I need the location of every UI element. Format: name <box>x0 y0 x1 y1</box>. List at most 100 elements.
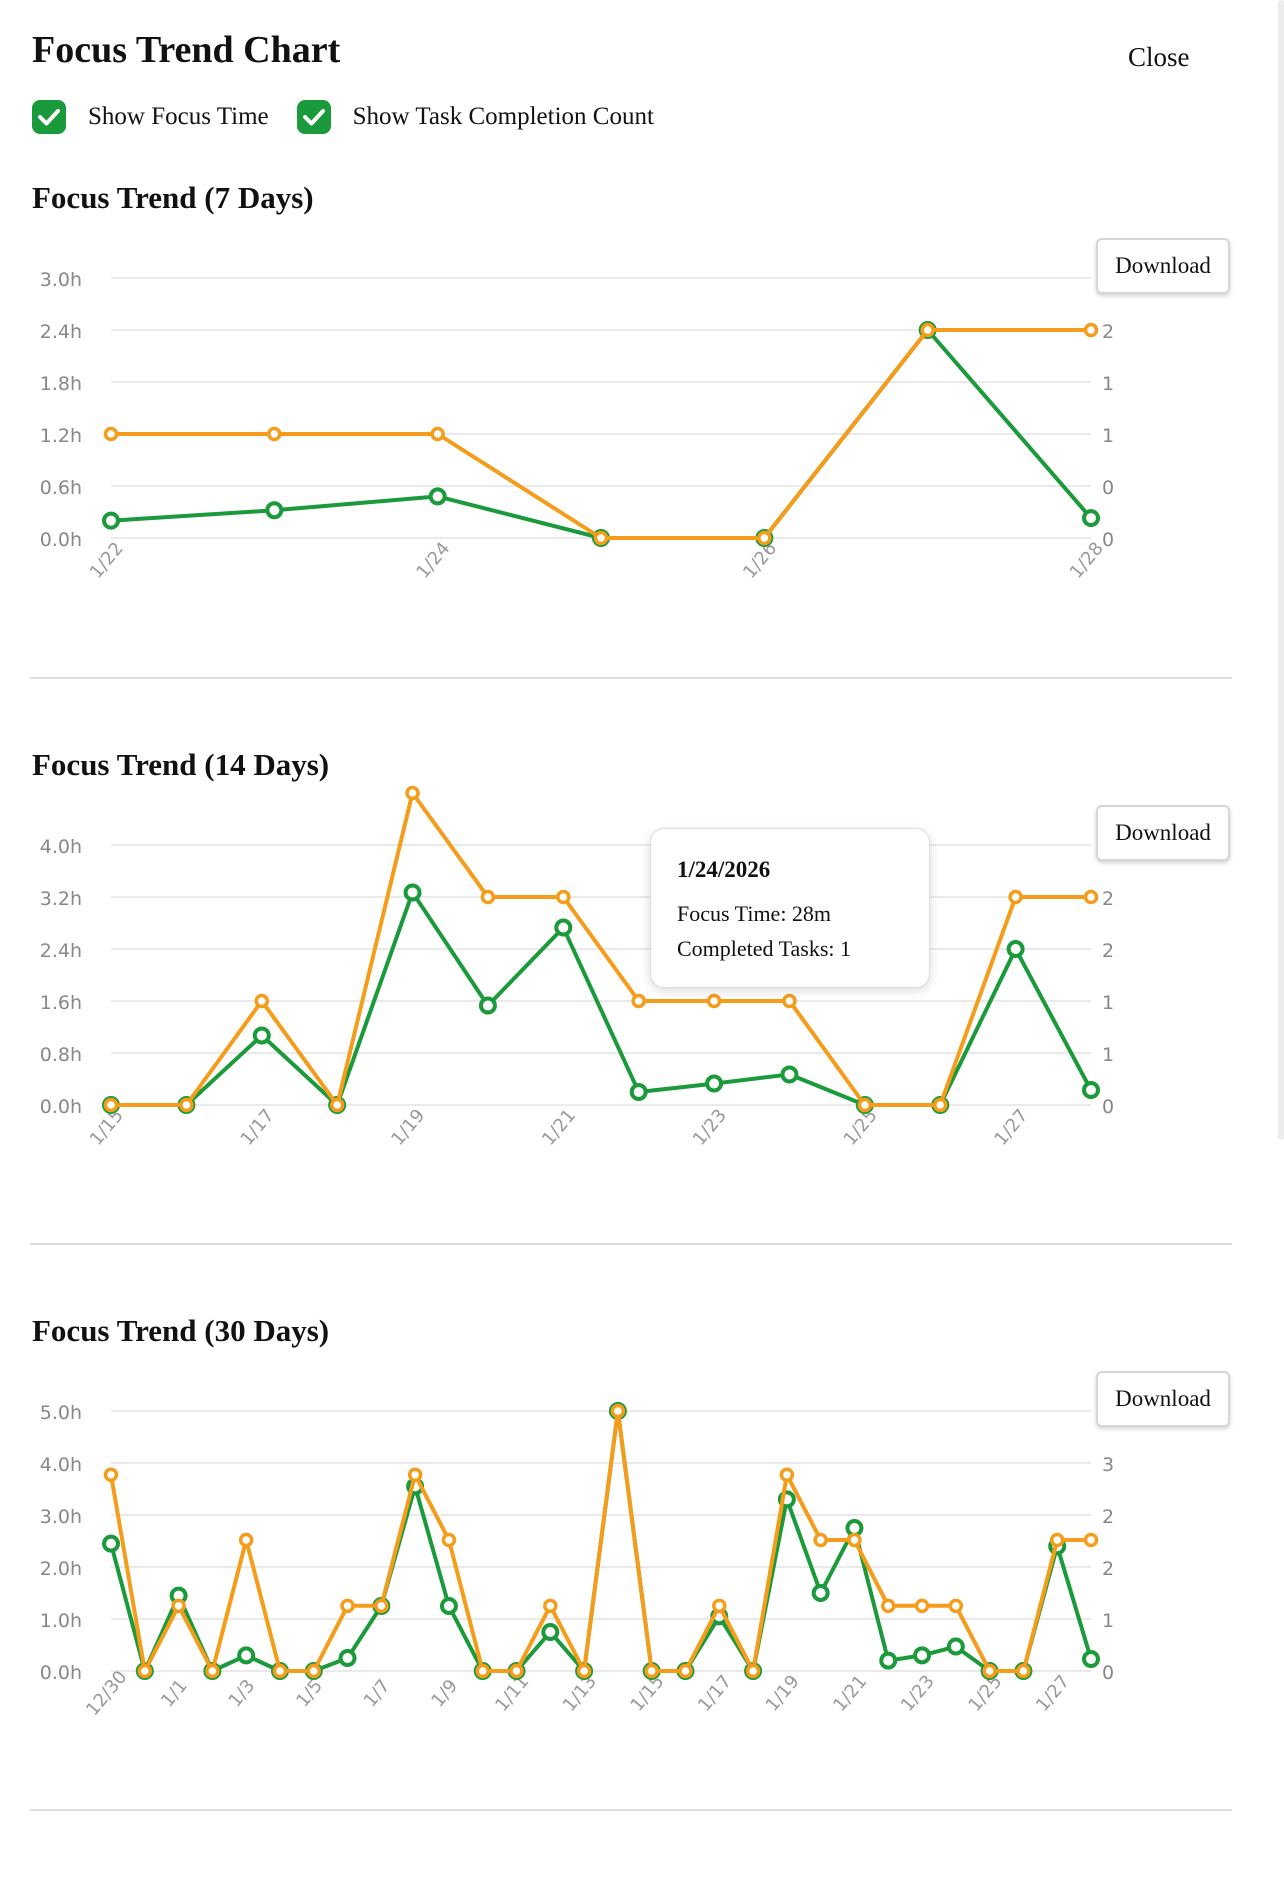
y-right-tick-label: 1 <box>1102 425 1114 447</box>
page-title: Focus Trend Chart <box>32 29 341 71</box>
x-tick-label: 1/23 <box>897 1671 939 1715</box>
focus-time-point <box>1082 1650 1100 1669</box>
tooltip-focus-time: Focus Time: 28m <box>677 901 832 926</box>
divider <box>30 1809 1232 1811</box>
y-right-tick-label: 1 <box>1102 992 1114 1014</box>
checkbox-checked-icon[interactable] <box>296 100 331 134</box>
close-button[interactable]: Close <box>1120 38 1198 77</box>
focus-time-point <box>428 487 447 506</box>
download-button[interactable]: Download <box>1096 238 1230 294</box>
task-count-point <box>631 993 646 1009</box>
y-right-tick-label: 0 <box>1102 1662 1114 1684</box>
focus-time-point <box>338 1649 357 1667</box>
focus-time-point <box>237 1646 256 1665</box>
focus-time-point <box>946 1637 965 1656</box>
x-tick-label: 1/17 <box>694 1671 736 1715</box>
chart-section-30-days: Focus Trend (30 Days) 0.0h 1.0h 2.0h 3.0h 4.… <box>0 1313 1284 1879</box>
toggle-focus-time[interactable]: Show Focus Time <box>32 100 269 134</box>
task-count-point <box>103 1097 119 1113</box>
download-button[interactable]: Download <box>1096 805 1230 861</box>
y-right-tick-label: 2 <box>1102 321 1114 343</box>
task-count-point <box>813 1532 828 1548</box>
y-left-tick-label: 1.2h <box>40 425 82 447</box>
chart-heading: Focus Trend (7 Days) <box>32 180 314 215</box>
task-count-point <box>137 1663 153 1679</box>
series-toggles: Show Focus Time Show Task Completion Cou… <box>32 100 682 134</box>
task-count-point <box>857 1097 873 1113</box>
y-left-tick-label: 0.6h <box>40 477 82 499</box>
focus-time-point <box>102 1534 120 1553</box>
y-left-tick-label: 2.0h <box>40 1558 82 1580</box>
y-left-tick-label: 0.0h <box>40 1662 82 1684</box>
task-count-point <box>610 1403 626 1419</box>
focus-time-point <box>780 1065 799 1084</box>
chart-30-days: 0.0h 1.0h 2.0h 3.0h 4.0h 5.0h 0 1 2 2 3 12/30 1/1 1/3… <box>40 1402 1114 1720</box>
y-right-tick-label: 1 <box>1102 1044 1114 1066</box>
y-left-tick-label: 3.0h <box>40 1506 82 1528</box>
focus-time-point <box>541 1623 560 1641</box>
task-count-point <box>509 1663 524 1679</box>
task-count-point <box>179 1097 194 1113</box>
task-count-point <box>712 1598 727 1614</box>
task-count-point <box>914 1598 930 1614</box>
y-left-tick-label: 2.4h <box>40 940 82 962</box>
y-right-tick-label: 1 <box>1102 373 1114 395</box>
task-count-point <box>948 1598 964 1614</box>
focus-time-point <box>478 996 497 1015</box>
x-tick-label: 1/21 <box>538 1105 580 1149</box>
task-count-line <box>111 791 1091 1107</box>
focus-time-point <box>1082 1081 1100 1100</box>
task-count-point <box>407 1467 423 1483</box>
task-count-point <box>480 889 496 905</box>
focus-time-point <box>913 1646 932 1665</box>
y-left-tick-label: 2.4h <box>40 321 82 343</box>
x-tick-label: 1/24 <box>412 538 454 582</box>
chart-tooltip: 1/24/2026 Focus Time: 28m Completed Task… <box>650 828 930 988</box>
focus-time-point <box>1082 509 1100 528</box>
task-count-point <box>543 1598 558 1614</box>
x-tick-label: 1/7 <box>360 1676 395 1712</box>
task-count-point <box>644 1663 659 1679</box>
focus-time-point <box>554 918 573 937</box>
task-count-point <box>103 426 119 442</box>
x-tick-label: 1/3 <box>225 1676 260 1712</box>
y-right-tick-label: 2 <box>1102 1558 1114 1580</box>
y-left-tick-label: 0.0h <box>40 529 82 551</box>
toggle-task-completion-count[interactable]: Show Task Completion Count <box>296 100 654 134</box>
y-right-tick-label: 2 <box>1102 888 1114 910</box>
y-right-tick-label: 1 <box>1102 1610 1114 1632</box>
toggle-label: Show Task Completion Count <box>352 103 654 130</box>
x-tick-label: 1/21 <box>829 1671 871 1715</box>
focus-time-point <box>1006 940 1025 958</box>
task-count-point <box>576 1663 592 1679</box>
y-left-tick-label: 1.0h <box>40 1610 82 1632</box>
toggle-label: Show Focus Time <box>88 103 269 130</box>
task-count-point <box>374 1598 389 1614</box>
y-left-tick-label: 4.0h <box>40 1454 82 1476</box>
scrollbar[interactable] <box>1278 0 1284 1140</box>
checkbox-checked-icon[interactable] <box>32 100 66 134</box>
y-right-tick-label: 0 <box>1102 1096 1114 1118</box>
task-count-point <box>171 1598 186 1614</box>
chart-section-14-days: Focus Trend (14 Days) 0.0h 0.8h 1.6h 2.4h 3.… <box>0 747 1284 1313</box>
task-count-point <box>932 1097 948 1113</box>
task-count-point <box>706 993 722 1009</box>
y-right-tick-label: 3 <box>1102 1454 1114 1476</box>
x-tick-label: 1/27 <box>1032 1671 1074 1715</box>
tooltip-date: 1/24/2026 <box>677 857 771 882</box>
task-count-point <box>1083 322 1099 338</box>
download-button[interactable]: Download <box>1096 1371 1230 1427</box>
task-count-point <box>1016 1663 1031 1679</box>
x-tick-label: 1/22 <box>86 538 128 582</box>
task-count-point <box>405 785 420 801</box>
y-left-tick-label: 4.0h <box>40 836 82 858</box>
task-count-point <box>1083 1532 1099 1548</box>
x-tick-label: 1/17 <box>237 1105 279 1149</box>
focus-time-point <box>705 1074 724 1093</box>
y-left-tick-label: 1.8h <box>40 373 82 395</box>
task-count-point <box>782 993 797 1009</box>
y-left-tick-label: 3.2h <box>40 888 82 910</box>
task-count-point <box>340 1598 355 1614</box>
y-left-tick-label: 5.0h <box>40 1402 82 1424</box>
